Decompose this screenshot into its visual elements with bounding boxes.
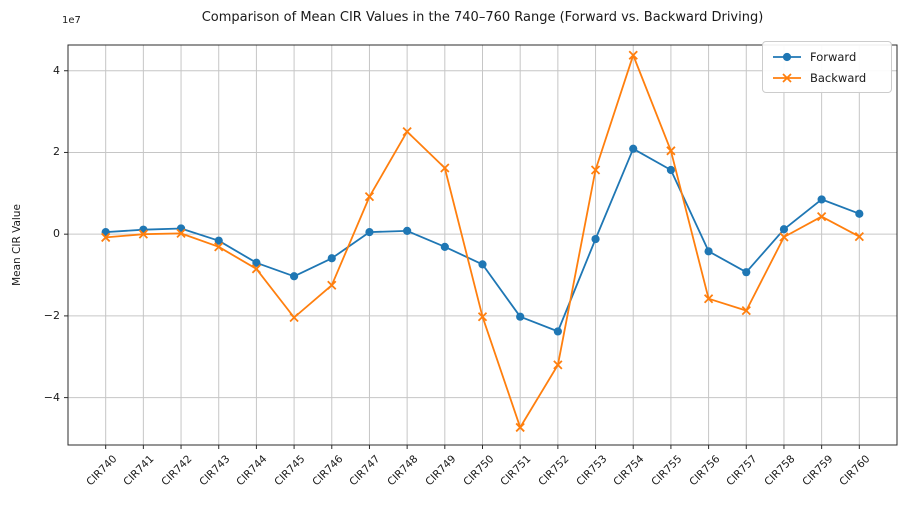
forward-marker <box>742 268 751 277</box>
forward-marker <box>478 260 487 269</box>
backward-marker <box>327 280 337 290</box>
chart-title: Comparison of Mean CIR Values in the 740… <box>201 10 764 25</box>
forward-marker <box>214 236 223 245</box>
forward-marker <box>704 247 713 256</box>
backward-marker <box>816 211 827 222</box>
y-axis-offset-label: 1e7 <box>62 15 81 26</box>
backward-marker <box>741 305 751 316</box>
legend-label-forward: Forward <box>810 49 857 64</box>
forward-marker <box>365 228 374 237</box>
backward-marker <box>364 191 375 202</box>
forward-marker <box>855 209 864 218</box>
backward-marker <box>101 232 111 243</box>
y-tick-label: 0 <box>53 227 60 241</box>
forward-marker <box>252 258 261 267</box>
backward-marker <box>553 360 563 370</box>
forward-marker <box>440 242 449 251</box>
forward-marker <box>591 234 600 244</box>
backward-marker <box>176 228 186 238</box>
backward-marker <box>402 126 412 137</box>
legend-label-backward: Backward <box>810 70 867 85</box>
forward-marker <box>327 254 336 263</box>
backward-marker <box>477 312 488 322</box>
backward-marker <box>779 232 789 242</box>
forward-marker <box>817 195 826 204</box>
forward-marker <box>666 165 676 175</box>
backward-marker <box>440 163 450 173</box>
backward-marker <box>703 294 714 304</box>
backward-line-x-marker-icon <box>773 72 801 83</box>
forward-marker <box>553 327 562 336</box>
forward-line-circle-marker-icon <box>773 52 801 61</box>
forward-marker <box>779 225 789 234</box>
forward-marker <box>289 272 299 281</box>
backward-marker <box>854 231 864 242</box>
forward-marker <box>629 144 638 153</box>
forward-marker <box>516 312 525 321</box>
backward-marker <box>138 229 149 239</box>
backward-marker <box>289 312 299 323</box>
backward-marker <box>590 165 601 175</box>
forward-marker <box>403 226 412 236</box>
backward-marker <box>214 242 224 252</box>
legend-item-backward: Backward <box>772 67 883 88</box>
legend-item-forward: Forward <box>772 46 883 67</box>
y-tick-label: −2 <box>43 308 60 322</box>
backward-marker <box>628 50 638 60</box>
legend: Forward Backward <box>762 41 892 93</box>
backward-marker <box>666 146 676 156</box>
backward-marker <box>515 422 525 433</box>
y-tick-label: 4 <box>53 63 60 77</box>
y-tick-label: 2 <box>53 145 60 159</box>
y-tick-label: −4 <box>43 390 60 404</box>
backward-marker <box>251 264 262 274</box>
